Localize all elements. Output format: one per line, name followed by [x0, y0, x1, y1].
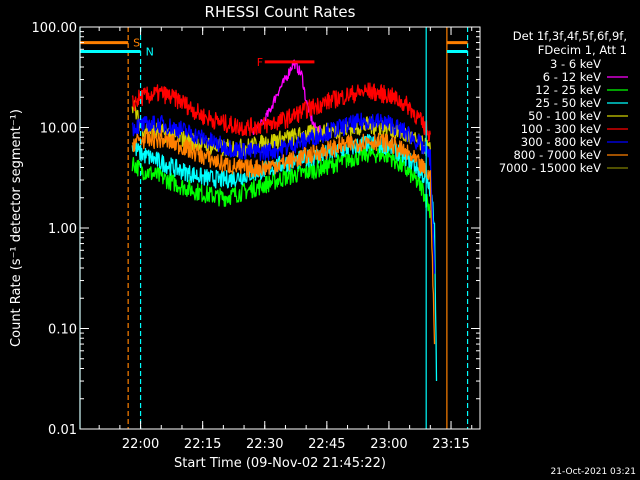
- legend-label-3: 12 - 25 keV: [535, 83, 601, 97]
- legend-label-7: 300 - 800 keV: [521, 135, 601, 149]
- interval-label-n: N: [146, 46, 154, 59]
- x-tick-label-2: 22:15: [184, 437, 221, 452]
- legend-label-4: 25 - 50 keV: [535, 96, 601, 110]
- y-tick-label-4: 0.10: [48, 323, 77, 338]
- series-layer: [131, 59, 438, 382]
- legend-label-2: 6 - 12 keV: [543, 70, 601, 84]
- y-axis-label: Count Rate (s⁻¹ detector segment⁻¹): [9, 109, 24, 347]
- y-tick-label-5: 0.01: [48, 423, 77, 438]
- series-line-6: [131, 82, 431, 142]
- interval-label-s: S: [133, 37, 140, 50]
- legend-header-1: Det 1f,3f,4f,5f,6f,9f,: [513, 29, 627, 43]
- series-line-3: [131, 144, 431, 219]
- x-axis: 22:00 22:15 22:30 22:45 23:00 23:15: [98, 27, 473, 452]
- y-tick-label-3: 1.00: [48, 222, 77, 237]
- x-tick-label-4: 22:45: [308, 437, 345, 452]
- legend-label-1: 3 - 6 keV: [550, 57, 601, 71]
- legend-label-9: 7000 - 15000 keV: [499, 161, 601, 175]
- legend-label-8: 800 - 7000 keV: [513, 148, 601, 162]
- x-tick-label-6: 23:15: [432, 437, 469, 452]
- x-tick-label-1: 22:00: [122, 437, 159, 452]
- x-tick-label-5: 23:00: [370, 437, 407, 452]
- series-line-8: [131, 130, 436, 345]
- x-axis-label: Start Time (09-Nov-02 21:45:22): [174, 456, 386, 471]
- marker-layer: SN F: [79, 27, 469, 429]
- y-tick-label-2: 10.00: [40, 122, 77, 137]
- footer-timestamp: 21-Oct-2021 03:21: [551, 467, 636, 477]
- legend-label-5: 50 - 100 keV: [528, 109, 601, 123]
- y-tick-label-1: 100.00: [32, 21, 78, 36]
- series-line-7: [131, 112, 436, 274]
- legend: Det 1f,3f,4f,5f,6f,9f,FDecim 1, Att 13 -…: [499, 29, 628, 175]
- y-axis: 100.00 10.00 1.00 0.10 0.01: [32, 21, 480, 438]
- legend-label-6: 100 - 300 keV: [521, 122, 601, 136]
- legend-header-2: FDecim 1, Att 1: [538, 43, 627, 57]
- interval-label-f: F: [257, 56, 263, 69]
- x-tick-label-3: 22:30: [246, 437, 283, 452]
- chart-title: RHESSI Count Rates: [205, 3, 356, 21]
